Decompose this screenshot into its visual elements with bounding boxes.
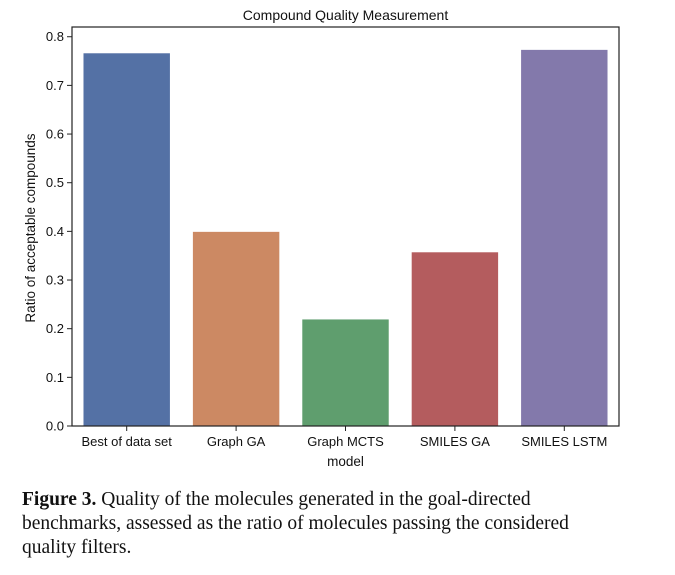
- y-tick-label: 0.5: [46, 175, 64, 190]
- bar-chart: Compound Quality Measurement Ratio of ac…: [23, 7, 620, 469]
- y-axis-label: Ratio of acceptable compounds: [23, 133, 38, 322]
- y-tick-label: 0.1: [46, 370, 64, 385]
- y-tick-label: 0.3: [46, 273, 64, 288]
- x-axis-label: model: [327, 454, 364, 469]
- y-tick-label: 0.0: [46, 419, 64, 434]
- y-tick-label: 0.2: [46, 321, 64, 336]
- chart-title: Compound Quality Measurement: [243, 7, 449, 23]
- figure-caption: Figure 3. Quality of the molecules gener…: [22, 488, 627, 560]
- bar-smiles-ga: [411, 252, 499, 426]
- x-tick-label: Best of data set: [82, 434, 173, 449]
- x-tick-label: Graph GA: [207, 434, 266, 449]
- caption-text: Quality of the molecules generated in th…: [22, 489, 569, 558]
- bar-graph-mcts: [302, 319, 389, 426]
- y-tick-label: 0.7: [46, 78, 64, 93]
- x-tick-label: SMILES GA: [420, 434, 490, 449]
- x-axis-ticks: Best of data set Graph GA Graph MCTS SMILES…: [82, 426, 607, 449]
- y-tick-label: 0.8: [46, 29, 64, 44]
- bar-smiles-lstm: [521, 49, 608, 427]
- y-axis-ticks: 0.0 0.1 0.2 0.3 0.4 0.5 0.6 0.7 0.8: [46, 29, 72, 434]
- bar-graph-ga: [192, 231, 280, 426]
- x-tick-label: SMILES LSTM: [521, 434, 607, 449]
- x-tick-label: Graph MCTS: [307, 434, 384, 449]
- y-tick-label: 0.6: [46, 127, 64, 142]
- caption-figure-label: Figure 3.: [22, 489, 97, 510]
- bar-best-of-data-set: [83, 53, 170, 426]
- bars-layer: [83, 49, 608, 427]
- y-tick-label: 0.4: [46, 224, 64, 239]
- plot-frame: [71, 26, 620, 427]
